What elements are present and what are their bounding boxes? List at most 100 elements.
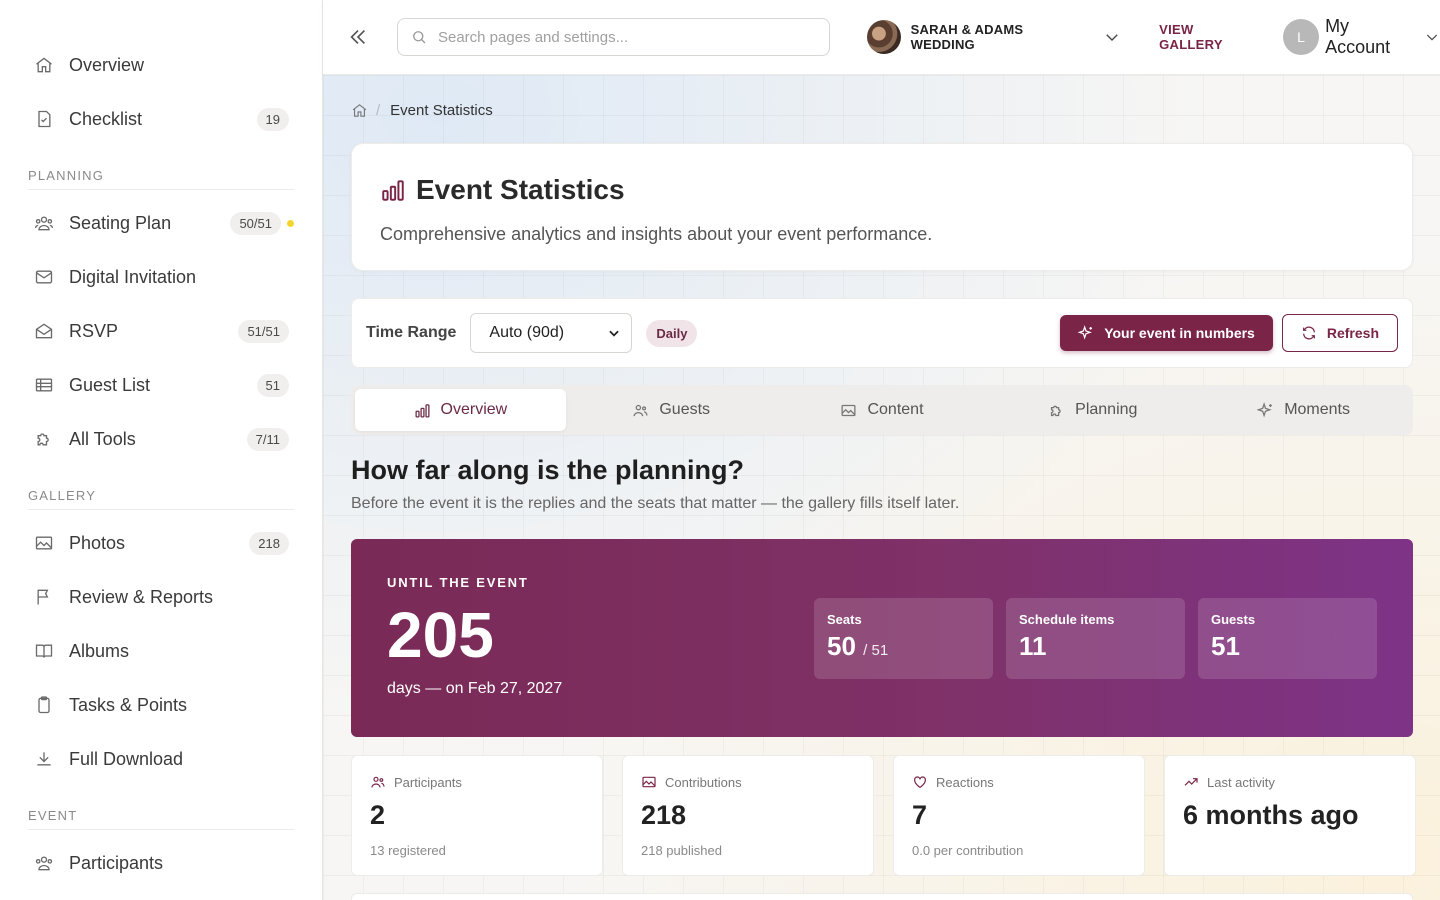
countdown-days: 205 bbox=[387, 599, 494, 671]
puzzle-icon bbox=[1048, 402, 1065, 419]
page-subtitle: Comprehensive analytics and insights abo… bbox=[380, 224, 933, 244]
stat-guests: Guests 51 bbox=[1198, 598, 1377, 679]
tab-overview[interactable]: Overview bbox=[355, 389, 566, 431]
bar-chart-icon bbox=[380, 177, 406, 203]
kpi-value: 2 bbox=[370, 800, 386, 830]
kpi-participants: Participants 2 13 registered bbox=[351, 755, 603, 876]
sparkles-icon bbox=[1078, 325, 1094, 341]
sidebar-item-tasks-points[interactable]: Tasks & Points bbox=[28, 678, 294, 732]
heart-icon bbox=[912, 774, 928, 790]
image-icon bbox=[33, 532, 55, 554]
trend-icon bbox=[1183, 774, 1199, 790]
collapse-sidebar-icon[interactable] bbox=[345, 24, 371, 50]
time-range-value: Auto (90d) bbox=[489, 324, 565, 341]
sidebar-item-label: Photos bbox=[69, 532, 126, 553]
bar-chart-icon bbox=[414, 402, 431, 419]
count-badge: 19 bbox=[256, 107, 289, 131]
chevron-down-icon bbox=[1103, 28, 1121, 46]
sidebar-item-label: Checklist bbox=[69, 108, 143, 129]
sidebar-item-full-download[interactable]: Full Download bbox=[28, 732, 294, 786]
sidebar-item-label: Tasks & Points bbox=[69, 694, 188, 715]
tab-label: Content bbox=[867, 401, 924, 418]
kpi-reactions: Reactions 7 0.0 per contribution bbox=[893, 755, 1145, 876]
breadcrumb: / Event Statistics bbox=[351, 102, 493, 119]
sidebar-item-digital-invitation[interactable]: Digital Invitation bbox=[28, 250, 294, 304]
count-badge: 50/51 bbox=[230, 211, 281, 235]
kpi-sub: 0.0 per contribution bbox=[912, 843, 1024, 858]
tab-guests[interactable]: Guests bbox=[566, 389, 777, 431]
stat-value: 51 bbox=[1211, 631, 1240, 661]
sidebar-item-rsvp[interactable]: RSVP 51/51 bbox=[28, 304, 294, 358]
top-bar: SARAH & ADAMS WEDDING VIEW GALLERY L My … bbox=[323, 0, 1440, 75]
sidebar-item-label: Digital Invitation bbox=[69, 266, 197, 287]
sidebar-item-label: Seating Plan bbox=[69, 212, 172, 233]
stat-value: 11 bbox=[1019, 631, 1047, 661]
download-icon bbox=[33, 748, 55, 770]
kpi-sub: 13 registered bbox=[370, 843, 446, 858]
tab-planning[interactable]: Planning bbox=[987, 389, 1198, 431]
home-icon[interactable] bbox=[351, 102, 368, 119]
sidebar-item-all-tools[interactable]: All Tools 7/11 bbox=[28, 412, 294, 466]
home-icon bbox=[33, 54, 55, 76]
your-event-in-numbers-button[interactable]: Your event in numbers bbox=[1060, 315, 1273, 351]
search-box[interactable] bbox=[396, 18, 830, 56]
account-menu[interactable]: L My Account bbox=[1283, 16, 1440, 58]
sidebar-item-guest-list[interactable]: Guest List 51 bbox=[28, 358, 294, 412]
tab-label: Overview bbox=[440, 401, 508, 418]
sidebar-item-label: RSVP bbox=[69, 320, 119, 341]
main-content: / Event Statistics Event Statistics Comp… bbox=[323, 75, 1440, 900]
stat-schedule-items: Schedule items 11 bbox=[1006, 598, 1185, 679]
section-title: How far along is the planning? bbox=[351, 455, 745, 485]
refresh-button[interactable]: Refresh bbox=[1281, 314, 1398, 352]
kpi-label: Participants bbox=[394, 774, 462, 790]
sidebar-item-label: Full Download bbox=[69, 748, 184, 769]
breadcrumb-separator: / bbox=[376, 102, 381, 119]
event-name: SARAH & ADAMS WEDDING bbox=[910, 22, 1024, 52]
kpi-row: Participants 2 13 registered Contributio… bbox=[351, 755, 1416, 876]
event-switcher[interactable]: SARAH & ADAMS WEDDING bbox=[866, 20, 1121, 54]
sidebar-item-label: Overview bbox=[69, 54, 145, 75]
sidebar-item-review-reports[interactable]: Review & Reports bbox=[28, 570, 294, 624]
kpi-label: Reactions bbox=[936, 774, 994, 790]
filter-bar: Time Range Auto (90d) Daily Your event i… bbox=[351, 298, 1413, 368]
count-badge: 7/11 bbox=[246, 427, 289, 451]
stat-value: 50 bbox=[827, 631, 856, 661]
tab-content[interactable]: Content bbox=[777, 389, 988, 431]
sidebar-item-photos[interactable]: Photos 218 bbox=[28, 516, 294, 570]
kpi-label: Contributions bbox=[665, 774, 742, 790]
users-icon bbox=[632, 402, 649, 419]
people-icon bbox=[33, 212, 55, 234]
countdown-kicker: UNTIL THE EVENT bbox=[387, 575, 529, 590]
sidebar-item-seating-plan[interactable]: Seating Plan 50/51 bbox=[28, 196, 294, 250]
kpi-sub: 218 published bbox=[641, 843, 722, 858]
search-icon bbox=[410, 28, 428, 46]
search-input[interactable] bbox=[437, 28, 798, 46]
time-range-select[interactable]: Auto (90d) bbox=[470, 313, 633, 353]
refresh-icon bbox=[1301, 325, 1317, 341]
sidebar-item-label: All Tools bbox=[69, 428, 136, 449]
kpi-value: 7 bbox=[912, 800, 928, 830]
tab-label: Moments bbox=[1284, 401, 1350, 418]
granularity-badge: Daily bbox=[646, 319, 698, 347]
tab-label: Guests bbox=[659, 401, 711, 418]
checklist-icon bbox=[33, 108, 55, 130]
sidebar-item-label: Review & Reports bbox=[69, 586, 214, 607]
account-label: My Account bbox=[1325, 16, 1391, 57]
sidebar-item-checklist[interactable]: Checklist 19 bbox=[28, 92, 294, 146]
sidebar-item-participants[interactable]: Participants bbox=[28, 836, 294, 890]
section-heading-gallery: GALLERY bbox=[28, 480, 294, 510]
book-icon bbox=[33, 640, 55, 662]
count-badge: 51/51 bbox=[238, 319, 289, 343]
sidebar-item-overview[interactable]: Overview bbox=[28, 38, 294, 92]
view-gallery-link[interactable]: VIEW GALLERY bbox=[1159, 22, 1223, 52]
chevron-down-icon bbox=[607, 326, 621, 340]
tab-label: Planning bbox=[1075, 401, 1138, 418]
section-heading-planning: PLANNING bbox=[28, 160, 294, 190]
next-card bbox=[351, 893, 1413, 900]
sidebar-item-albums[interactable]: Albums bbox=[28, 624, 294, 678]
stat-label: Guests bbox=[1211, 612, 1256, 627]
tab-moments[interactable]: Moments bbox=[1198, 389, 1409, 431]
countdown-note: days — on Feb 27, 2027 bbox=[387, 680, 563, 697]
count-badge: 51 bbox=[256, 373, 289, 397]
page-title: Event Statistics bbox=[416, 174, 625, 205]
